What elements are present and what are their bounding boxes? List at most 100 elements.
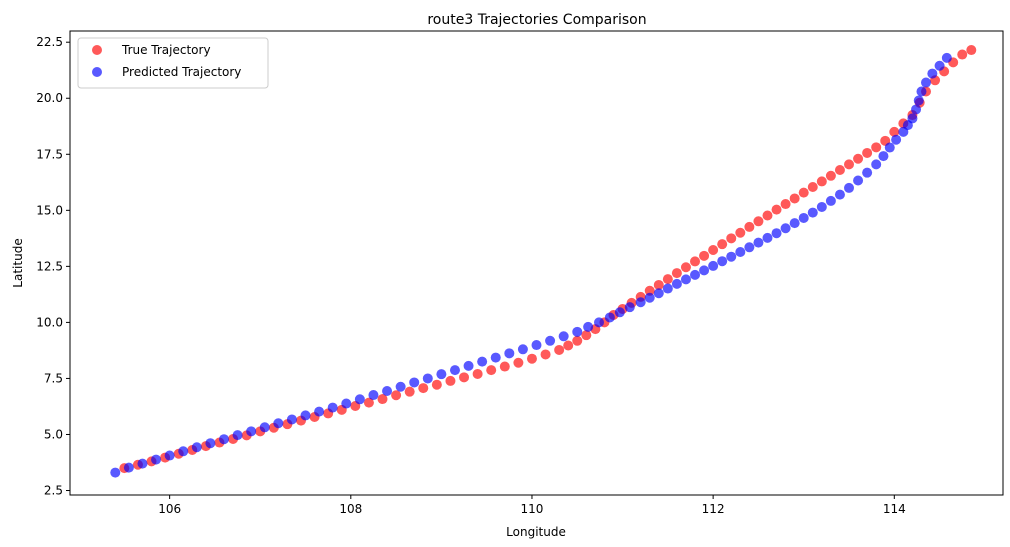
predicted-point [286, 414, 297, 425]
legend-label-predicted: Predicted Trajectory [122, 65, 241, 79]
predicted-point [916, 86, 927, 97]
true-point [780, 199, 791, 210]
legend-frame [77, 37, 269, 89]
true-point [404, 386, 415, 397]
true-point [581, 330, 592, 341]
true-point [563, 340, 574, 351]
predicted-point [395, 381, 406, 392]
predicted-point [891, 134, 902, 145]
predicted-point [178, 446, 189, 457]
true-point [662, 274, 673, 285]
predicted-point [744, 242, 755, 253]
predicted-point [834, 189, 845, 200]
true-point [889, 126, 900, 137]
y-tick-label: 17.5 [36, 147, 63, 161]
true-point [735, 227, 746, 238]
predicted-point [517, 344, 528, 355]
predicted-point [151, 454, 162, 465]
true-point [499, 361, 510, 372]
predicted-point [422, 373, 433, 384]
true-point [391, 390, 402, 401]
predicted-point [273, 418, 284, 429]
predicted-point [300, 410, 311, 421]
predicted-point [205, 438, 216, 449]
predicted-point [382, 385, 393, 396]
true-point [957, 49, 968, 60]
legend: True Trajectory Predicted Trajectory [77, 37, 269, 89]
predicted-point [368, 390, 379, 401]
predicted-point [246, 426, 257, 437]
legend-label-true: True Trajectory [121, 43, 211, 57]
predicted-point [604, 312, 615, 323]
true-point [418, 383, 429, 394]
predicted-point [110, 467, 121, 478]
true-point [871, 142, 882, 153]
predicted-point [232, 430, 243, 441]
x-axis: 106 108 110 112 114 [158, 495, 906, 516]
series-predicted-trajectory [110, 52, 952, 478]
predicted-point [735, 247, 746, 258]
predicted-point [941, 52, 952, 63]
predicted-point [771, 228, 782, 239]
legend-marker-predicted [92, 67, 102, 77]
true-point [459, 372, 470, 383]
true-point [744, 221, 755, 232]
true-point [653, 279, 664, 290]
true-point [834, 164, 845, 175]
predicted-point [884, 142, 895, 153]
predicted-point [123, 462, 134, 473]
true-point [472, 368, 483, 379]
true-point [680, 262, 691, 273]
true-point [554, 344, 565, 355]
true-point [526, 353, 537, 364]
predicted-point [844, 182, 855, 193]
x-axis-label: Longitude [506, 525, 566, 539]
true-point [671, 268, 682, 279]
y-tick-label: 7.5 [44, 371, 63, 385]
x-tick-label: 106 [158, 502, 181, 516]
true-point [762, 210, 773, 221]
predicted-point [218, 434, 229, 445]
predicted-point [878, 151, 889, 162]
predicted-point [558, 331, 569, 342]
predicted-point [753, 237, 764, 248]
true-point [717, 239, 728, 250]
predicted-point [583, 321, 594, 332]
predicted-point [717, 256, 728, 267]
predicted-point [913, 95, 924, 106]
predicted-point [662, 283, 673, 294]
true-point [699, 250, 710, 261]
y-tick-label: 5.0 [44, 427, 63, 441]
predicted-point [934, 60, 945, 71]
true-point [798, 187, 809, 198]
y-tick-label: 15.0 [36, 203, 63, 217]
chart-title: route3 Trajectories Comparison [427, 12, 646, 28]
true-point [540, 349, 551, 360]
true-point [431, 379, 442, 390]
predicted-point [762, 232, 773, 243]
y-tick-label: 2.5 [44, 484, 63, 498]
predicted-point [816, 201, 827, 212]
predicted-point [314, 406, 325, 417]
predicted-point [490, 352, 501, 363]
true-point [816, 176, 827, 187]
true-point [486, 365, 497, 376]
series-true-trajectory [119, 45, 977, 474]
true-point [726, 233, 737, 244]
true-point [862, 147, 873, 158]
predicted-point [449, 365, 460, 376]
predicted-point [807, 207, 818, 218]
true-point [966, 45, 977, 56]
true-point [572, 335, 583, 346]
predicted-point [690, 269, 701, 280]
predicted-point [726, 251, 737, 262]
true-point [789, 193, 800, 204]
true-point [377, 394, 388, 405]
true-point [690, 256, 701, 267]
predicted-point [907, 113, 918, 124]
predicted-point [780, 223, 791, 234]
predicted-point [853, 175, 864, 186]
predicted-point [871, 159, 882, 170]
predicted-point [477, 356, 488, 367]
